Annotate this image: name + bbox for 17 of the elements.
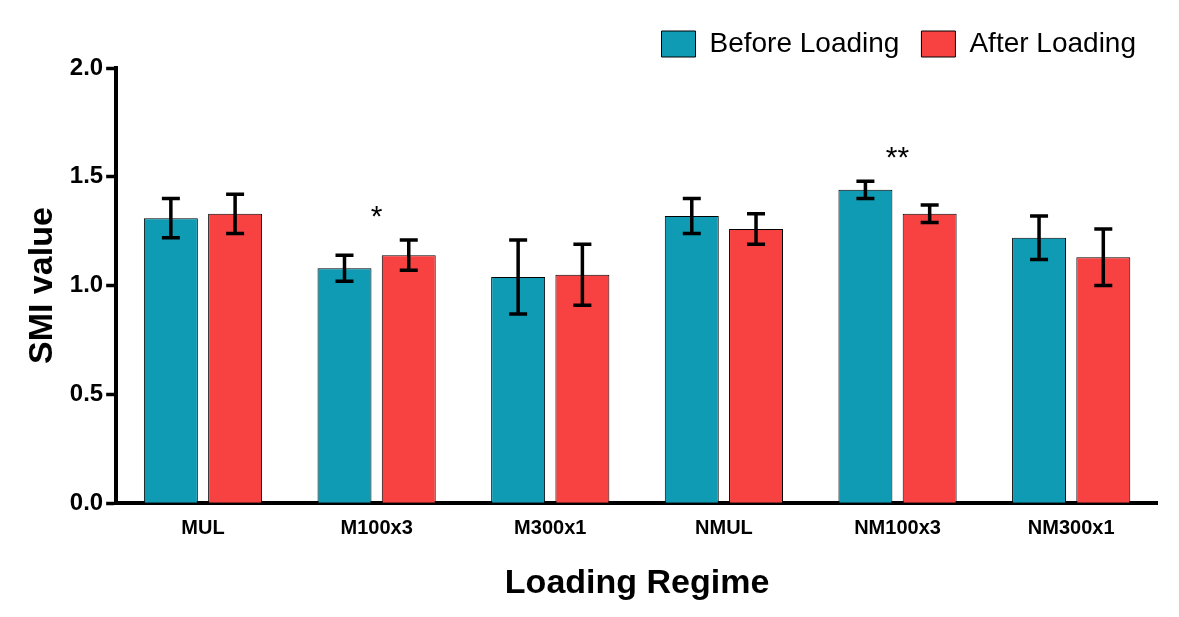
annotation: * <box>370 198 383 232</box>
y-tick-label: 0.5 <box>69 379 104 407</box>
y-tick-label: 1.0 <box>69 270 104 298</box>
y-tick-label: 1.5 <box>69 161 104 189</box>
y-tick-label: 2.0 <box>69 52 104 80</box>
x-tick-label: MUL <box>181 515 225 538</box>
x-tick-label: NM100x3 <box>854 515 941 538</box>
x-tick-label: NMUL <box>695 515 753 538</box>
y-axis-title: SMI value <box>20 207 59 365</box>
x-tick-label: M300x1 <box>514 515 587 538</box>
y-tick-label: 0.0 <box>69 487 104 515</box>
legend-label: After Loading <box>969 26 1137 58</box>
legend-label: Before Loading <box>709 26 900 58</box>
x-tick-label: NM300x1 <box>1027 515 1115 538</box>
x-axis-title: Loading Regime <box>504 561 770 600</box>
x-tick-label: M100x3 <box>340 515 413 538</box>
annotation: ** <box>885 139 910 173</box>
